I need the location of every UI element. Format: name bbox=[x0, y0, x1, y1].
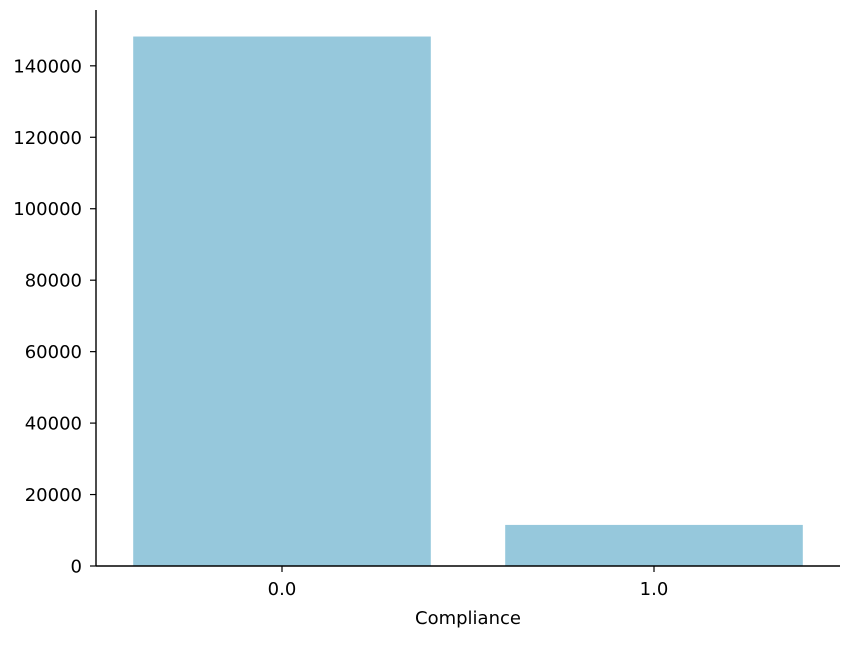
y-tick-label: 120000 bbox=[13, 128, 82, 149]
y-axis-ticks: 0 20000 40000 60000 80000 100000 120000 140000 bbox=[13, 56, 96, 578]
y-tick-label: 100000 bbox=[13, 199, 82, 220]
y-tick-label: 80000 bbox=[25, 271, 82, 292]
y-tick-label: 60000 bbox=[25, 342, 82, 363]
bar-0.0 bbox=[133, 36, 431, 567]
bar-1.0 bbox=[505, 524, 803, 566]
y-tick-label: 20000 bbox=[25, 485, 82, 506]
x-axis-title: Compliance bbox=[415, 608, 521, 629]
x-axis-ticks: 0.0 1.0 bbox=[268, 566, 669, 600]
y-tick-label: 140000 bbox=[13, 56, 82, 77]
x-tick-label: 1.0 bbox=[640, 579, 669, 600]
x-tick-label: 0.0 bbox=[268, 579, 297, 600]
y-tick-label: 40000 bbox=[25, 414, 82, 435]
y-tick-label: 0 bbox=[71, 557, 82, 578]
bars-group bbox=[133, 36, 803, 567]
